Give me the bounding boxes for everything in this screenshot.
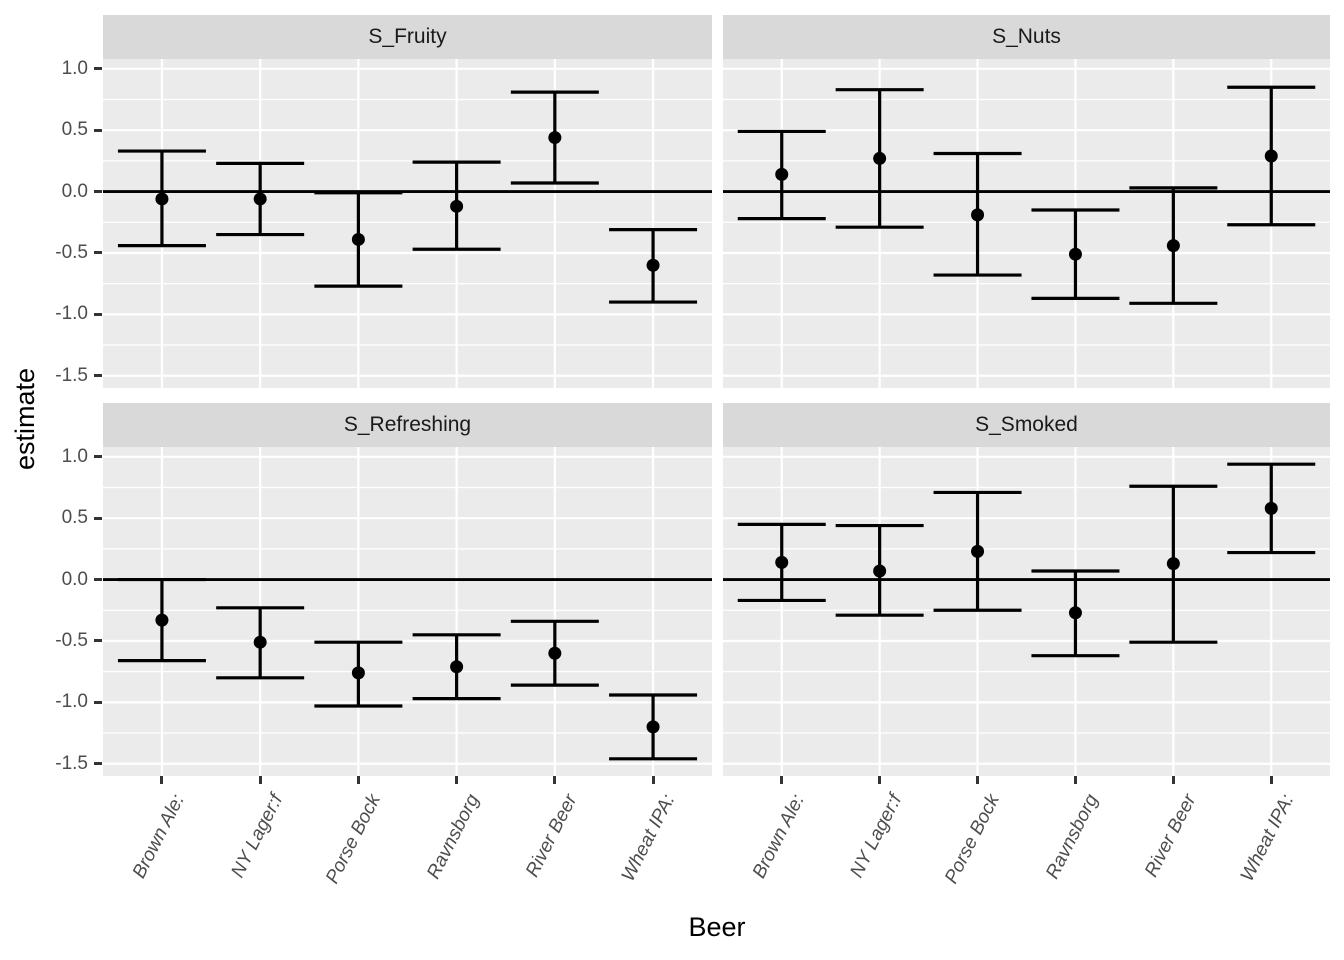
panel-background bbox=[103, 59, 712, 388]
facet-strip-label: S_Refreshing bbox=[343, 413, 472, 436]
data-point bbox=[1264, 501, 1278, 515]
y-tick-label: -1.5 bbox=[55, 752, 88, 774]
x-tick-label: Wheat IPA: bbox=[618, 791, 680, 885]
panel-background bbox=[103, 447, 712, 776]
x-axis-title: Beer bbox=[688, 912, 746, 942]
x-tick-mark bbox=[455, 776, 459, 784]
y-tick-label: 0.5 bbox=[61, 119, 88, 141]
y-tick-mark bbox=[94, 762, 102, 766]
data-point bbox=[450, 660, 464, 674]
x-tick-mark bbox=[651, 776, 655, 784]
y-tick-label: -1.5 bbox=[55, 364, 88, 386]
y-tick-mark bbox=[94, 128, 102, 132]
x-tick-mark bbox=[1073, 776, 1077, 784]
data-point bbox=[1166, 239, 1180, 253]
x-tick-label: Brown Ale: bbox=[748, 791, 809, 882]
y-tick-label: -1.0 bbox=[55, 691, 88, 713]
data-point bbox=[155, 192, 169, 206]
y-tick-mark bbox=[94, 639, 102, 643]
y-axis-title: estimate bbox=[10, 367, 40, 471]
x-tick-label: Porse Bock bbox=[322, 791, 386, 888]
facet-strip: S_Fruity bbox=[103, 15, 712, 59]
facet-strip: S_Nuts bbox=[723, 15, 1330, 59]
y-tick-mark bbox=[94, 455, 102, 459]
data-point bbox=[873, 151, 887, 165]
x-tick-label: Ravnsborg bbox=[1041, 791, 1103, 883]
y-tick-label: -0.5 bbox=[55, 241, 88, 263]
y-tick-label: 0.0 bbox=[61, 180, 88, 202]
y-tick-label: 1.0 bbox=[61, 445, 88, 467]
y-tick-mark bbox=[94, 516, 102, 520]
x-tick-mark bbox=[160, 776, 164, 784]
x-tick-mark bbox=[976, 776, 980, 784]
y-tick-mark bbox=[94, 67, 102, 71]
y-tick-label: 0.0 bbox=[61, 568, 88, 590]
data-point bbox=[1068, 606, 1082, 620]
y-tick-mark bbox=[94, 700, 102, 704]
facet-strip: S_Refreshing bbox=[103, 403, 712, 447]
y-tick-mark bbox=[94, 251, 102, 255]
data-point bbox=[646, 258, 660, 272]
data-point bbox=[548, 131, 562, 145]
x-tick-mark bbox=[356, 776, 360, 784]
data-point bbox=[1166, 557, 1180, 571]
y-tick-mark bbox=[94, 374, 102, 378]
y-tick-label: -0.5 bbox=[55, 629, 88, 651]
x-tick-mark bbox=[1171, 776, 1175, 784]
data-point bbox=[775, 555, 789, 569]
data-point bbox=[1068, 247, 1082, 261]
data-point bbox=[351, 666, 365, 680]
data-point bbox=[351, 232, 365, 246]
data-point bbox=[1264, 149, 1278, 163]
x-tick-mark bbox=[780, 776, 784, 784]
data-point bbox=[548, 646, 562, 660]
x-tick-label: NY Lager:f bbox=[227, 791, 287, 882]
x-tick-mark bbox=[1269, 776, 1273, 784]
data-point bbox=[873, 564, 887, 578]
data-point bbox=[450, 199, 464, 213]
data-point bbox=[253, 192, 267, 206]
data-point bbox=[971, 544, 985, 558]
facet-strip: S_Smoked bbox=[723, 403, 1330, 447]
data-point bbox=[646, 720, 660, 734]
y-tick-label: 0.5 bbox=[61, 507, 88, 529]
y-tick-mark bbox=[94, 312, 102, 316]
facet-panel bbox=[723, 447, 1330, 776]
y-tick-label: -1.0 bbox=[55, 303, 88, 325]
facet-strip-label: S_Smoked bbox=[975, 413, 1078, 436]
y-tick-mark bbox=[94, 578, 102, 582]
facet-strip-label: S_Nuts bbox=[992, 25, 1061, 48]
x-tick-mark bbox=[878, 776, 882, 784]
x-tick-mark bbox=[553, 776, 557, 784]
data-point bbox=[253, 635, 267, 649]
facet-panel bbox=[723, 59, 1330, 388]
facet-panel bbox=[103, 59, 712, 388]
x-tick-mark bbox=[258, 776, 262, 784]
panel-background bbox=[723, 447, 1330, 776]
x-tick-label: River Beer bbox=[522, 791, 582, 881]
x-tick-label: Wheat IPA: bbox=[1236, 791, 1298, 885]
y-tick-mark bbox=[94, 190, 102, 194]
data-point bbox=[971, 208, 985, 222]
facet-strip-label: S_Fruity bbox=[368, 25, 447, 48]
x-tick-label: Porse Bock bbox=[941, 791, 1005, 888]
x-tick-label: River Beer bbox=[1140, 791, 1201, 881]
facet-panel bbox=[103, 447, 712, 776]
x-tick-label: Ravnsborg bbox=[422, 791, 484, 883]
x-tick-label: Brown Ale: bbox=[128, 791, 189, 882]
data-point bbox=[155, 613, 169, 627]
data-point bbox=[775, 167, 789, 181]
y-tick-label: 1.0 bbox=[61, 57, 88, 79]
x-tick-label: NY Lager:f bbox=[846, 791, 907, 882]
